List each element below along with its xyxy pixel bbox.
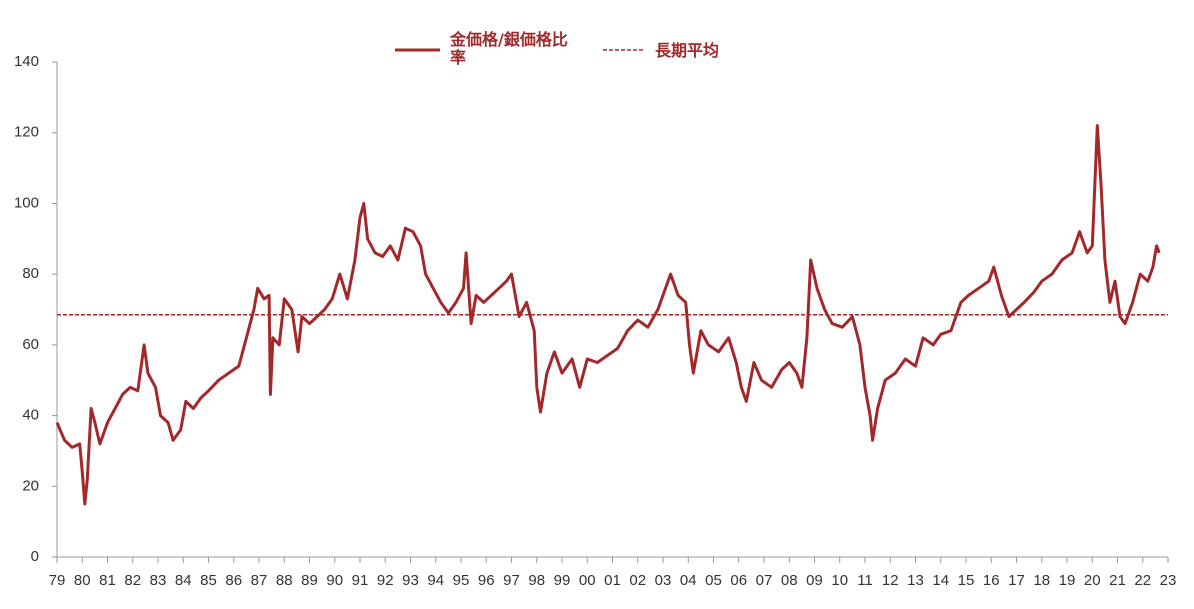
- x-tick-label: 85: [200, 572, 217, 589]
- x-tick-label: 98: [528, 572, 545, 589]
- y-tick-label: 60: [22, 336, 39, 353]
- x-tick-label: 02: [629, 572, 646, 589]
- x-tick-label: 20: [1084, 572, 1101, 589]
- y-tick-label: 20: [22, 477, 39, 494]
- x-tick-label: 10: [831, 572, 848, 589]
- x-tick-label: 93: [402, 572, 419, 589]
- x-tick-label: 96: [478, 572, 495, 589]
- x-tick-label: 05: [705, 572, 722, 589]
- x-tick-label: 82: [124, 572, 141, 589]
- x-tick-label: 11: [857, 572, 873, 589]
- x-tick-label: 04: [680, 572, 697, 589]
- y-tick-label: 0: [31, 548, 39, 565]
- x-tick-label: 94: [427, 572, 444, 589]
- legend-label: 金価格/銀価格比率: [450, 30, 568, 67]
- x-tick-label: 03: [655, 572, 672, 589]
- x-tick-label: 95: [453, 572, 470, 589]
- x-tick-label: 97: [503, 572, 520, 589]
- x-tick-label: 22: [1134, 572, 1151, 589]
- x-tick-label: 88: [276, 572, 293, 589]
- x-tick-label: 08: [781, 572, 798, 589]
- x-tick-label: 81: [99, 572, 116, 589]
- x-tick-label: 91: [352, 572, 369, 589]
- x-tick-label: 92: [377, 572, 394, 589]
- x-tick-label: 15: [958, 572, 975, 589]
- x-tick-label: 13: [907, 572, 924, 589]
- x-tick-label: 01: [604, 572, 621, 589]
- x-tick-label: 00: [579, 572, 596, 589]
- data-line: [55, 124, 1161, 506]
- x-tick-label: 89: [301, 572, 318, 589]
- x-tick-label: 80: [74, 572, 91, 589]
- y-tick-label: 140: [14, 53, 39, 70]
- x-tick-label: 84: [175, 572, 192, 589]
- x-tick-label: 79: [49, 572, 66, 589]
- x-tick-label: 16: [983, 572, 1000, 589]
- y-tick-label: 120: [14, 124, 39, 141]
- x-tick-label: 07: [756, 572, 773, 589]
- x-tick-label: 18: [1033, 572, 1050, 589]
- y-tick-label: 40: [22, 407, 39, 424]
- x-tick-label: 09: [806, 572, 823, 589]
- x-tick-label: 83: [150, 572, 167, 589]
- x-tick-label: 99: [554, 572, 571, 589]
- legend-label: 長期平均: [655, 41, 720, 60]
- x-tick-label: 21: [1109, 572, 1126, 589]
- x-tick-label: 19: [1059, 572, 1076, 589]
- x-tick-label: 17: [1008, 572, 1025, 589]
- x-tick-label: 90: [326, 572, 343, 589]
- x-tick-label: 87: [251, 572, 268, 589]
- y-tick-label: 100: [14, 194, 39, 211]
- x-tick-label: 14: [932, 572, 949, 589]
- x-tick-label: 86: [225, 572, 242, 589]
- x-tick-label: 12: [882, 572, 899, 589]
- x-tick-label: 23: [1160, 572, 1177, 589]
- y-tick-label: 80: [22, 265, 39, 282]
- x-tick-label: 06: [730, 572, 747, 589]
